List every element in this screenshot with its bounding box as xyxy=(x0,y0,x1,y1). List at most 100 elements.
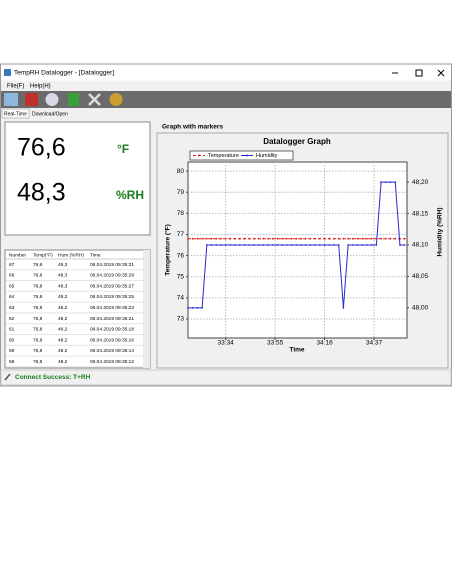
data-marker xyxy=(253,244,255,246)
table-cell: 76,8 xyxy=(33,283,43,289)
tab-label[interactable]: Download/Open xyxy=(32,111,68,117)
data-marker xyxy=(370,237,373,240)
table-cell: 60 xyxy=(9,337,15,343)
humidity-reading: 48,3 xyxy=(17,179,66,207)
legend-label: Temperature xyxy=(208,153,239,159)
data-marker xyxy=(309,244,312,246)
data-marker xyxy=(234,237,236,240)
table-cell: 76,8 xyxy=(33,327,43,333)
data-marker xyxy=(403,244,406,246)
data-marker xyxy=(342,306,345,309)
table-cell: 06.04.2019 09:35:29 xyxy=(90,273,134,279)
data-marker xyxy=(342,237,345,240)
y2-tick-label: 48,15 xyxy=(412,210,429,217)
data-marker xyxy=(323,244,326,246)
data-marker xyxy=(191,306,194,309)
data-marker xyxy=(314,244,317,246)
x-tick-label: 34:37 xyxy=(366,340,383,347)
data-marker xyxy=(328,237,331,240)
table-cell: 76,8 xyxy=(33,337,43,343)
x-tick-label: 34:16 xyxy=(316,340,333,347)
table-cell: 48,3 xyxy=(58,273,68,279)
table-cell: 59 xyxy=(9,348,15,354)
scrollbar[interactable] xyxy=(143,250,150,368)
data-marker xyxy=(384,181,387,184)
data-marker xyxy=(187,237,189,240)
title-bar xyxy=(1,64,451,81)
legend-marker xyxy=(246,154,248,157)
data-marker xyxy=(333,244,335,246)
menu-item[interactable]: File(F) xyxy=(7,84,24,90)
toolbar-clock[interactable] xyxy=(45,93,59,106)
table-cell: 76,8 xyxy=(33,359,43,365)
data-marker xyxy=(201,306,204,309)
data-marker xyxy=(394,237,397,240)
data-marker xyxy=(337,244,340,246)
y-tick-label: 78 xyxy=(177,210,185,217)
column-header: Hum (%RH) xyxy=(58,252,84,258)
data-marker xyxy=(238,237,241,240)
data-marker xyxy=(234,244,236,246)
data-marker xyxy=(257,244,260,246)
menu-item[interactable]: Help(H) xyxy=(30,84,51,90)
table-cell: 06.04.2019 09:35:16 xyxy=(90,337,134,343)
y-axis-label: Temperature (°F) xyxy=(164,224,172,276)
app-icon xyxy=(4,69,11,76)
temperature-reading: 76,6 xyxy=(17,134,66,162)
data-marker xyxy=(220,237,222,240)
data-marker xyxy=(389,181,392,184)
data-marker xyxy=(323,237,326,240)
data-marker xyxy=(337,237,340,240)
toolbar-help[interactable] xyxy=(109,93,123,106)
data-marker xyxy=(286,244,288,246)
toolbar-open[interactable] xyxy=(4,93,18,106)
table-cell: 06.04.2019 09:35:23 xyxy=(90,305,134,311)
table-cell: 62 xyxy=(9,316,15,322)
status-bar xyxy=(0,369,452,386)
toolbar-download[interactable] xyxy=(68,93,79,106)
data-marker xyxy=(347,237,350,240)
data-marker xyxy=(375,244,378,246)
data-marker xyxy=(201,237,204,240)
data-marker xyxy=(253,237,255,240)
data-marker xyxy=(248,237,251,240)
table-cell: 76,8 xyxy=(33,294,43,300)
toolbar-save[interactable] xyxy=(25,93,38,106)
x-axis-label: Time xyxy=(289,347,304,354)
data-marker xyxy=(215,244,218,246)
y2-tick-label: 48,00 xyxy=(412,305,429,312)
y-tick-label: 75 xyxy=(177,273,185,280)
data-marker xyxy=(271,237,274,240)
data-marker xyxy=(295,244,298,246)
legend-marker xyxy=(198,154,200,157)
data-marker xyxy=(351,237,354,240)
y-tick-label: 73 xyxy=(177,316,185,323)
y-tick-label: 74 xyxy=(177,295,185,302)
data-marker xyxy=(248,244,251,246)
maximize-button[interactable] xyxy=(415,69,423,77)
tab-active[interactable] xyxy=(1,108,30,119)
tab-label[interactable]: Real-Time xyxy=(4,111,27,117)
data-marker xyxy=(267,244,269,246)
data-marker xyxy=(380,181,382,184)
data-marker xyxy=(196,237,199,240)
data-marker xyxy=(262,244,265,246)
data-marker xyxy=(229,244,232,246)
data-marker xyxy=(271,244,274,246)
toolbar-settings[interactable] xyxy=(88,93,101,106)
table-cell: 76,6 xyxy=(33,273,43,279)
table-cell: 06.04.2019 09:35:14 xyxy=(90,348,134,354)
table-cell: 58 xyxy=(9,359,15,365)
data-marker xyxy=(276,237,279,240)
data-marker xyxy=(314,237,317,240)
data-marker xyxy=(286,237,288,240)
data-marker xyxy=(403,237,406,240)
close-button[interactable] xyxy=(437,69,445,77)
humidity-unit: %RH xyxy=(116,188,144,202)
status-icon xyxy=(4,373,11,381)
data-marker xyxy=(220,244,222,246)
data-marker xyxy=(347,244,350,246)
y-tick-label: 80 xyxy=(177,168,185,175)
